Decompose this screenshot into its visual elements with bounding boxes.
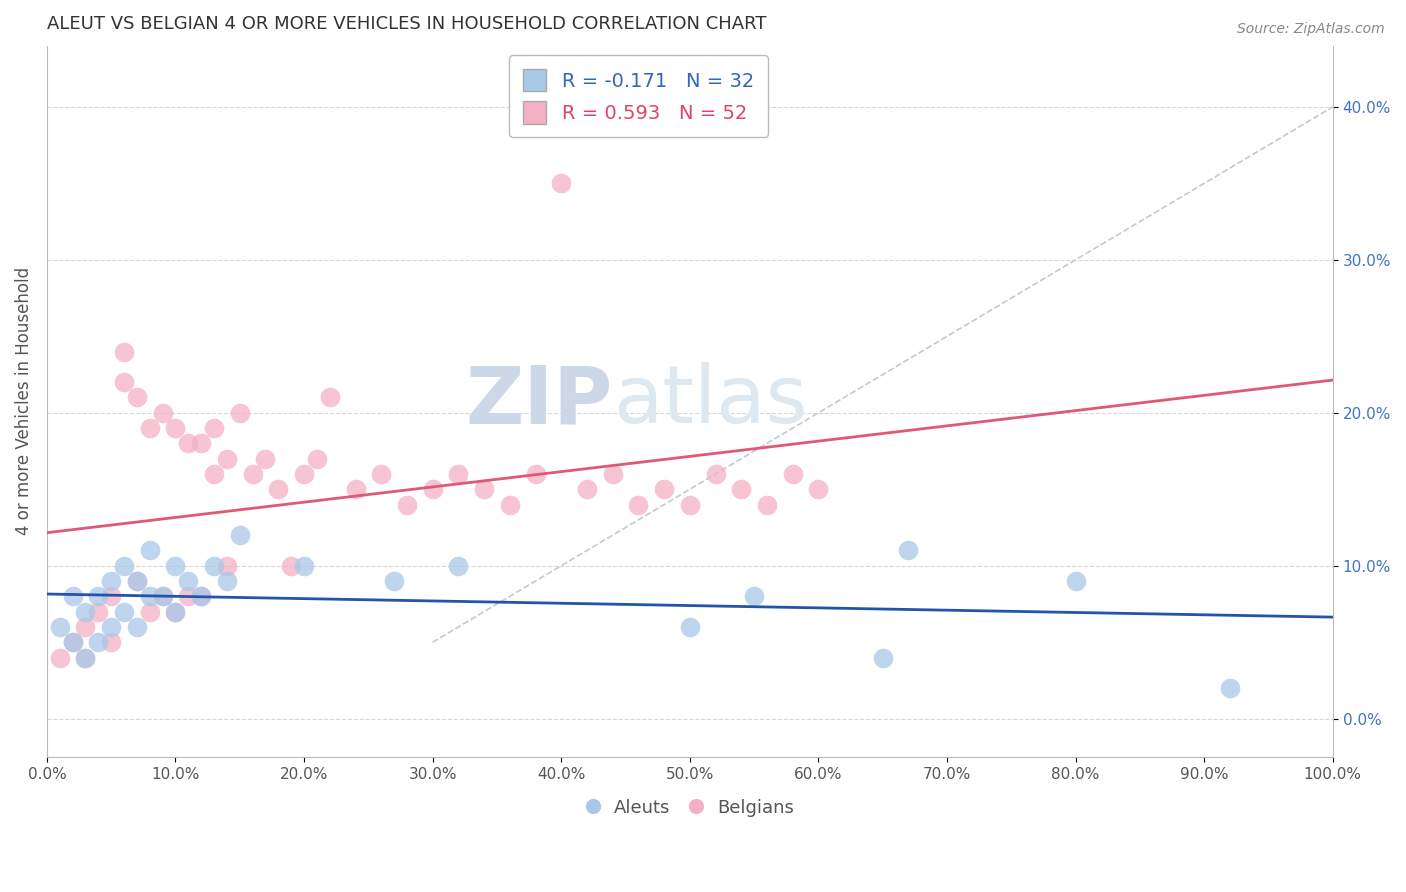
- Point: [112, 558, 135, 573]
- Point: [499, 498, 522, 512]
- Point: [139, 590, 162, 604]
- Point: [742, 590, 765, 604]
- Point: [125, 574, 148, 588]
- Point: [190, 436, 212, 450]
- Point: [344, 483, 367, 497]
- Point: [280, 558, 302, 573]
- Point: [1064, 574, 1087, 588]
- Point: [139, 421, 162, 435]
- Legend: Aleuts, Belgians: Aleuts, Belgians: [576, 789, 803, 826]
- Point: [202, 467, 225, 481]
- Point: [139, 543, 162, 558]
- Point: [139, 605, 162, 619]
- Point: [202, 558, 225, 573]
- Point: [125, 574, 148, 588]
- Point: [100, 620, 122, 634]
- Point: [165, 605, 187, 619]
- Point: [112, 605, 135, 619]
- Point: [627, 498, 650, 512]
- Point: [242, 467, 264, 481]
- Point: [152, 406, 174, 420]
- Point: [215, 574, 238, 588]
- Point: [652, 483, 675, 497]
- Point: [112, 375, 135, 389]
- Y-axis label: 4 or more Vehicles in Household: 4 or more Vehicles in Household: [15, 268, 32, 535]
- Point: [75, 605, 97, 619]
- Point: [75, 620, 97, 634]
- Point: [190, 590, 212, 604]
- Point: [177, 574, 200, 588]
- Point: [575, 483, 598, 497]
- Point: [229, 406, 252, 420]
- Point: [190, 590, 212, 604]
- Point: [550, 177, 572, 191]
- Point: [370, 467, 392, 481]
- Point: [897, 543, 920, 558]
- Point: [807, 483, 830, 497]
- Point: [112, 344, 135, 359]
- Point: [100, 635, 122, 649]
- Point: [215, 558, 238, 573]
- Point: [292, 558, 315, 573]
- Point: [756, 498, 779, 512]
- Point: [382, 574, 405, 588]
- Point: [422, 483, 444, 497]
- Text: Source: ZipAtlas.com: Source: ZipAtlas.com: [1237, 22, 1385, 37]
- Point: [165, 558, 187, 573]
- Point: [48, 620, 70, 634]
- Point: [679, 620, 702, 634]
- Point: [165, 421, 187, 435]
- Text: atlas: atlas: [613, 362, 807, 441]
- Point: [75, 650, 97, 665]
- Point: [62, 635, 84, 649]
- Point: [267, 483, 290, 497]
- Point: [62, 590, 84, 604]
- Point: [87, 590, 110, 604]
- Point: [177, 436, 200, 450]
- Point: [152, 590, 174, 604]
- Point: [730, 483, 752, 497]
- Point: [165, 605, 187, 619]
- Point: [152, 590, 174, 604]
- Point: [704, 467, 727, 481]
- Point: [472, 483, 495, 497]
- Point: [254, 451, 277, 466]
- Point: [1219, 681, 1241, 695]
- Text: ZIP: ZIP: [465, 362, 613, 441]
- Point: [202, 421, 225, 435]
- Point: [100, 574, 122, 588]
- Point: [87, 635, 110, 649]
- Point: [447, 467, 470, 481]
- Point: [292, 467, 315, 481]
- Point: [215, 451, 238, 466]
- Point: [679, 498, 702, 512]
- Point: [229, 528, 252, 542]
- Point: [48, 650, 70, 665]
- Point: [319, 391, 342, 405]
- Point: [100, 590, 122, 604]
- Point: [125, 620, 148, 634]
- Point: [87, 605, 110, 619]
- Point: [62, 635, 84, 649]
- Point: [305, 451, 328, 466]
- Point: [177, 590, 200, 604]
- Text: ALEUT VS BELGIAN 4 OR MORE VEHICLES IN HOUSEHOLD CORRELATION CHART: ALEUT VS BELGIAN 4 OR MORE VEHICLES IN H…: [46, 15, 766, 33]
- Point: [75, 650, 97, 665]
- Point: [447, 558, 470, 573]
- Point: [782, 467, 804, 481]
- Point: [125, 391, 148, 405]
- Point: [602, 467, 624, 481]
- Point: [395, 498, 418, 512]
- Point: [872, 650, 894, 665]
- Point: [524, 467, 547, 481]
